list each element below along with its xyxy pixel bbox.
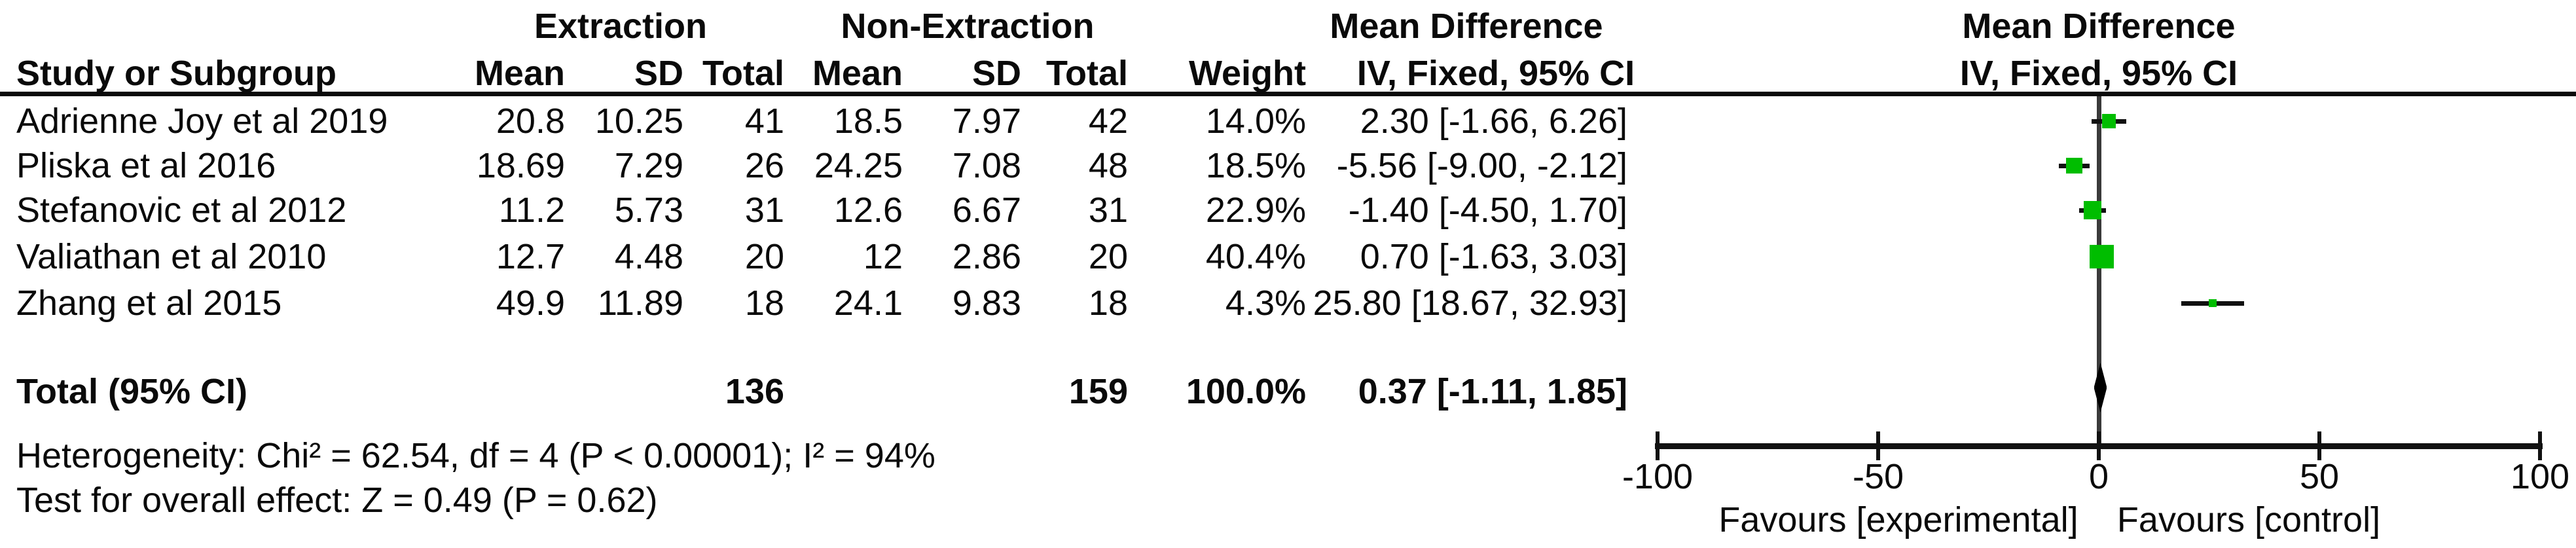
col-header-total-experimental: Total [702,54,784,93]
cell-n_c: 20 [1088,237,1128,276]
cell-weight: 14.0% [1205,101,1306,141]
cell-ci_label: 0.70 [-1.63, 3.03] [1360,237,1627,276]
cell-mean_c: 24.25 [814,146,903,185]
total-n-control: 159 [1068,372,1128,411]
cell-n_e: 20 [744,237,784,276]
total-diamond [2094,363,2107,412]
zero-line [2096,96,2101,443]
cell-sd_c: 2.86 [952,237,1021,276]
cell-mean_c: 18.5 [833,101,903,141]
effect-column-title: Mean Difference [1330,7,1603,46]
cell-sd_e: 7.29 [614,146,683,185]
col-header-sd-experimental: SD [634,54,683,93]
axis-tick [2317,431,2321,460]
cell-sd_e: 4.48 [614,237,683,276]
study-name: Valiathan et al 2010 [16,237,327,276]
axis-tick [2538,431,2542,460]
axis-tick [1656,431,1660,460]
study-marker [2090,244,2114,269]
cell-weight: 4.3% [1225,283,1306,323]
axis-tick-label: -100 [1622,457,1694,496]
cell-sd_c: 7.97 [952,101,1021,141]
cell-n_c: 31 [1088,191,1128,230]
cell-mean_c: 24.1 [833,283,903,323]
total-n-experimental: 136 [725,372,784,411]
favours-experimental-label: Favours [experimental] [1718,500,2078,539]
cell-n_c: 18 [1088,283,1128,323]
cell-mean_e: 20.8 [496,101,565,141]
study-name: Adrienne Joy et al 2019 [16,101,388,141]
plot-title: Mean Difference [1962,7,2236,46]
cell-sd_c: 6.67 [952,191,1021,230]
cell-ci_label: 2.30 [-1.66, 6.26] [1360,101,1627,141]
cell-weight: 18.5% [1205,146,1306,185]
plot-col-header-ci: IV, Fixed, 95% CI [1959,54,2238,93]
col-header-mean-experimental: Mean [474,54,565,93]
col-header-weight: Weight [1189,54,1306,93]
cell-mean_e: 18.69 [476,146,565,185]
study-name: Stefanovic et al 2012 [16,191,347,230]
cell-weight: 40.4% [1205,237,1306,276]
cell-ci_label: -5.56 [-9.00, -2.12] [1336,146,1627,185]
total-row-label: Total (95% CI) [16,372,248,411]
cell-mean_c: 12 [863,237,903,276]
cell-mean_e: 49.9 [496,283,565,323]
cell-n_e: 18 [744,283,784,323]
study-marker [2208,299,2217,307]
cell-sd_e: 11.89 [597,283,683,323]
cell-sd_c: 9.83 [952,283,1021,323]
cell-n_e: 26 [744,146,784,185]
cell-sd_e: 5.73 [614,191,683,230]
axis-tick-label: -50 [1852,457,1904,496]
axis-tick-label: 50 [2299,457,2340,496]
col-header-study: Study or Subgroup [16,54,336,93]
study-name: Pliska et al 2016 [16,146,276,185]
cell-weight: 22.9% [1205,191,1306,230]
cell-ci_label: 25.80 [18.67, 32.93] [1313,283,1627,323]
header-rule [0,92,2576,96]
heterogeneity-text: Heterogeneity: Chi² = 62.54, df = 4 (P <… [16,436,935,475]
axis-tick [2097,431,2101,460]
col-header-mean-control: Mean [812,54,903,93]
study-name: Zhang et al 2015 [16,283,282,323]
group-header-experimental: Extraction [534,7,708,46]
cell-mean_e: 11.2 [498,191,565,230]
cell-n_c: 48 [1088,146,1128,185]
axis-tick-label: 0 [2088,457,2109,496]
study-marker [2101,114,2116,128]
cell-n_e: 41 [744,101,784,141]
cell-sd_c: 7.08 [952,146,1021,185]
cell-n_e: 31 [744,191,784,230]
total-ci-label: 0.37 [-1.11, 1.85] [1358,372,1627,411]
axis-tick [1876,431,1880,460]
cell-mean_c: 12.6 [833,191,903,230]
cell-ci_label: -1.40 [-4.50, 1.70] [1348,191,1627,230]
col-header-ci: IV, Fixed, 95% CI [1356,54,1635,93]
col-header-sd-control: SD [971,54,1021,93]
axis-tick-label: 100 [2510,457,2570,496]
cell-n_c: 42 [1088,101,1128,141]
favours-control-label: Favours [control] [2116,500,2381,539]
study-marker [2066,157,2082,174]
cell-sd_e: 10.25 [594,101,683,141]
study-marker [2083,201,2102,219]
cell-mean_e: 12.7 [496,237,565,276]
group-header-control: Non-Extraction [841,7,1095,46]
total-weight: 100.0% [1186,372,1306,411]
col-header-total-control: Total [1046,54,1128,93]
overall-effect-text: Test for overall effect: Z = 0.49 (P = 0… [16,481,658,520]
